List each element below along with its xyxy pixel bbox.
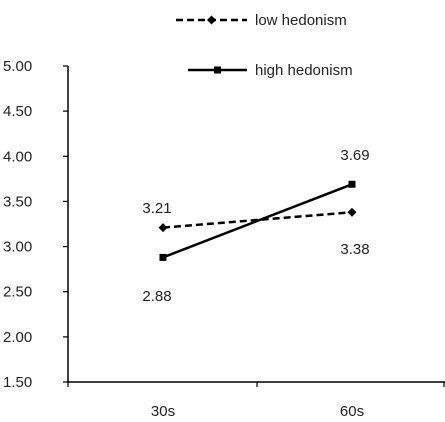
- legend-label: low hedonism: [255, 12, 347, 29]
- y-tick-label: 2.00: [3, 329, 32, 346]
- series-line-high-hedonism: [162, 183, 353, 259]
- y-tick-label: 2.50: [3, 284, 32, 301]
- legend: low hedonism high hedonism: [176, 12, 353, 79]
- x-tick-label: 60s: [340, 403, 364, 420]
- data-point-marker: [348, 180, 356, 188]
- y-tick-label: 3.00: [3, 239, 32, 256]
- legend-marker: [207, 15, 216, 25]
- data-point-marker: [347, 207, 357, 217]
- series-layer: [158, 180, 357, 261]
- data-labels: 3.21 3.38 2.88 3.69: [142, 147, 369, 305]
- y-tick-label: 5.00: [3, 58, 32, 75]
- data-label: 2.88: [142, 288, 171, 305]
- y-tick-label: 3.50: [3, 193, 32, 210]
- legend-marker: [214, 66, 221, 74]
- y-tick-label: 1.50: [3, 374, 32, 391]
- legend-label: high hedonism: [255, 62, 353, 79]
- data-point-marker: [158, 223, 168, 233]
- data-point-marker: [159, 253, 167, 261]
- data-label: 3.38: [340, 241, 369, 258]
- x-axis: 30s 60s: [67, 381, 445, 420]
- y-tick-label: 4.50: [3, 103, 32, 120]
- y-tick-label: 4.00: [3, 148, 32, 165]
- x-tick-label: 30s: [151, 403, 175, 420]
- data-label: 3.21: [142, 200, 171, 217]
- y-axis: 1.50 2.00 2.50 3.00 3.50 4.00 4.50 5.00: [3, 58, 69, 391]
- data-label: 3.69: [340, 147, 369, 164]
